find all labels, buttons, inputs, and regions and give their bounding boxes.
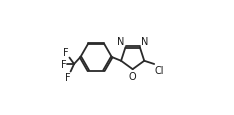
Text: F: F <box>61 59 66 69</box>
Text: N: N <box>141 37 148 47</box>
Text: N: N <box>117 37 124 47</box>
Text: O: O <box>129 72 136 82</box>
Text: F: F <box>63 47 69 57</box>
Text: F: F <box>65 73 70 82</box>
Text: Cl: Cl <box>155 66 164 76</box>
